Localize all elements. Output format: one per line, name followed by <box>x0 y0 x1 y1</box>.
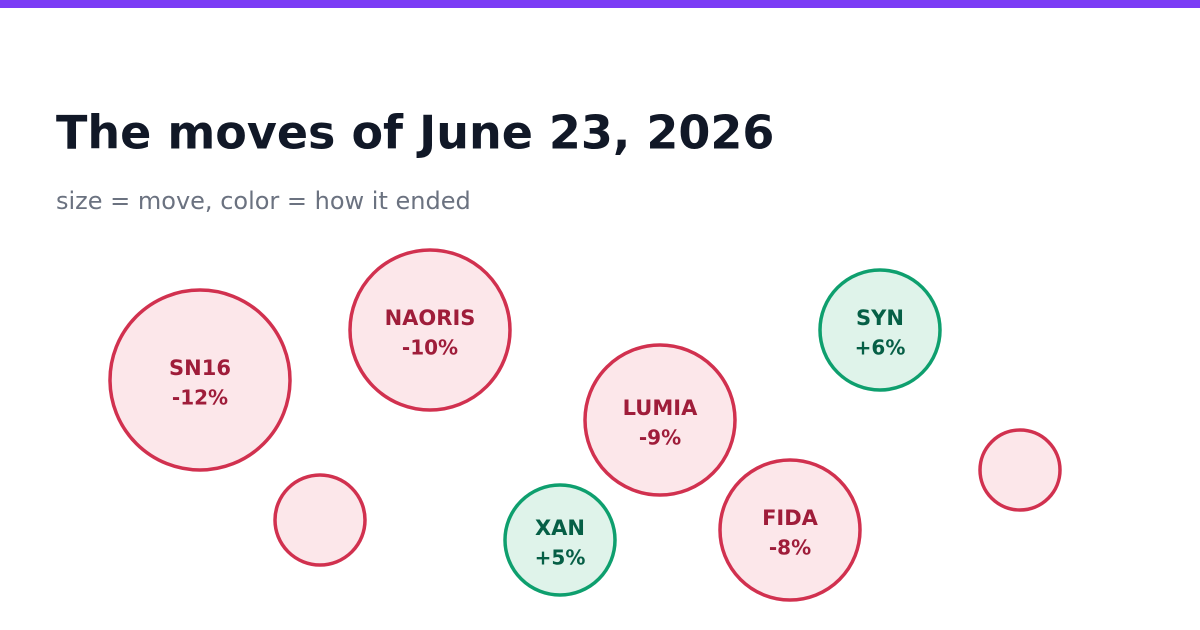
chart-title: The moves of June 23, 2026 <box>56 106 774 160</box>
chart-subtitle: size = move, color = how it ended <box>56 187 471 215</box>
bubble <box>818 268 942 392</box>
bubble-label: SN16 <box>169 356 231 380</box>
value-label: +5% <box>535 546 586 570</box>
bubble-label: XAN <box>535 516 585 540</box>
bubble <box>273 473 367 567</box>
value-label: +6% <box>855 336 906 360</box>
bubble-label: FIDA <box>762 506 819 530</box>
value-label: -8% <box>769 536 811 560</box>
bubble <box>718 458 862 602</box>
bubble-label: LUMIA <box>623 396 698 420</box>
bubble-label: NAORIS <box>385 306 476 330</box>
value-label: -12% <box>172 386 228 410</box>
bubble <box>978 428 1062 512</box>
value-label: -9% <box>639 426 681 450</box>
bubble-label: SYN <box>856 306 904 330</box>
bubble <box>503 483 617 597</box>
top-bar <box>0 0 1200 8</box>
bubble <box>108 288 292 472</box>
value-label: -10% <box>402 336 458 360</box>
bubble <box>348 248 512 412</box>
bubble <box>583 343 737 497</box>
